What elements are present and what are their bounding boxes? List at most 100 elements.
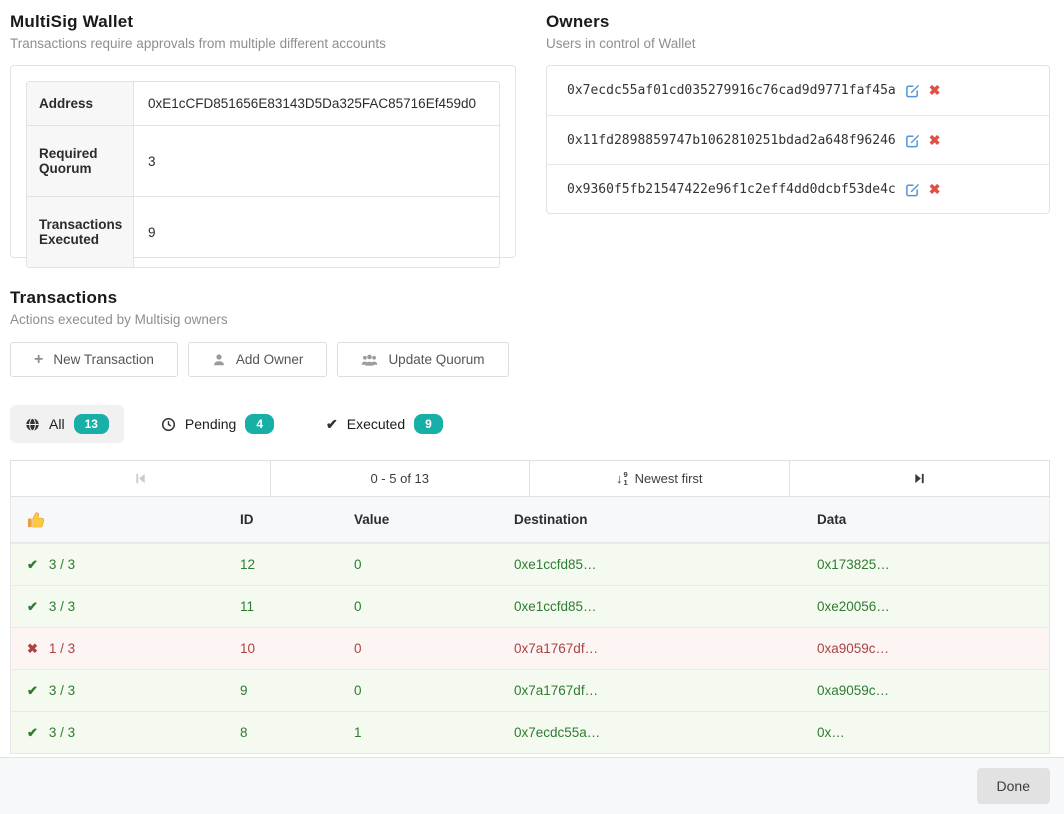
- value-cell: 0: [354, 641, 362, 656]
- tab-pending[interactable]: Pending 4: [146, 405, 289, 443]
- wallet-subtitle: Transactions require approvals from mult…: [10, 36, 386, 51]
- data-cell: 0xa9059c…: [817, 641, 890, 656]
- transaction-row[interactable]: ✖ 1 / 3 10 0 0x7a1767df… 0xa9059c…: [11, 627, 1049, 669]
- page-range: 0 - 5 of 13: [271, 461, 530, 496]
- tab-all-label: All: [49, 416, 65, 432]
- tab-executed-count-badge: 9: [414, 414, 443, 434]
- owner-row: 0x9360f5fb21547422e96f1c2eff4dd0dcbf53de…: [547, 164, 1049, 213]
- sort-label: Newest first: [634, 471, 703, 486]
- person-icon: [212, 353, 226, 367]
- transactions-executed-row: Transactions Executed 9: [27, 196, 499, 267]
- transaction-row[interactable]: ✔ 3 / 3 11 0 0xe1ccfd85… 0xe20056…: [11, 585, 1049, 627]
- plus-icon: +: [34, 350, 44, 368]
- required-quorum-label: Required Quorum: [27, 126, 134, 196]
- transactions-title: Transactions: [10, 288, 118, 307]
- owner-address: 0x7ecdc55af01cd035279916c76cad9d9771faf4…: [567, 83, 896, 98]
- status-icon: ✖: [27, 640, 38, 656]
- wallet-address-value: 0xE1cCFD851656E83143D5Da325FAC85716Ef459…: [148, 96, 476, 111]
- sort-numeric-desc-icon: ↓ 9 1: [615, 470, 628, 487]
- id-cell: 11: [240, 599, 255, 614]
- status-icon: ✔: [27, 724, 38, 740]
- confirmations-column-header: [11, 497, 224, 542]
- tab-pending-count-badge: 4: [245, 414, 274, 434]
- confirmations-cell: ✔ 3 / 3: [27, 724, 76, 741]
- data-cell: 0x…: [817, 725, 845, 740]
- destination-cell: 0xe1ccfd85…: [514, 599, 597, 614]
- value-cell: 0: [354, 683, 362, 698]
- transactions-executed-value: 9: [148, 224, 156, 240]
- id-cell: 12: [240, 557, 256, 572]
- value-column-header: Value: [354, 512, 390, 527]
- done-button[interactable]: Done: [976, 768, 1050, 804]
- destination-cell: 0x7ecdc55a…: [514, 725, 601, 740]
- update-quorum-button[interactable]: Update Quorum: [337, 342, 509, 377]
- required-quorum-value: 3: [148, 153, 156, 169]
- id-column-header: ID: [240, 512, 254, 527]
- owners-subtitle: Users in control of Wallet: [546, 36, 696, 51]
- id-cell: 9: [240, 683, 248, 698]
- destination-cell: 0x7a1767df…: [514, 641, 599, 656]
- transaction-row[interactable]: ✔ 3 / 3 9 0 0x7a1767df… 0xa9059c…: [11, 669, 1049, 711]
- transactions-table-header: ID Value Destination Data: [11, 497, 1049, 543]
- confirmations-cell: ✖ 1 / 3: [27, 640, 76, 657]
- data-cell: 0xa9059c…: [817, 683, 890, 698]
- owner-address: 0x11fd2898859747b1062810251bdad2a648f962…: [567, 132, 896, 148]
- edit-owner-icon[interactable]: [905, 133, 920, 148]
- destination-column-header: Destination: [514, 512, 588, 527]
- value-cell: 0: [354, 599, 362, 614]
- data-cell: 0x173825…: [817, 557, 890, 572]
- transaction-actions: + New Transaction Add Owner Update Quoru…: [10, 342, 1050, 377]
- wallet-address-row: Address 0xE1cCFD851656E83143D5Da325FAC85…: [27, 82, 499, 125]
- update-quorum-label: Update Quorum: [388, 352, 485, 367]
- owner-row: 0x11fd2898859747b1062810251bdad2a648f962…: [547, 115, 1049, 164]
- transactions-executed-label: Transactions Executed: [27, 197, 134, 267]
- remove-owner-icon[interactable]: ✖: [928, 131, 941, 148]
- confirmations-cell: ✔ 3 / 3: [27, 556, 76, 573]
- step-backward-icon: [134, 472, 147, 485]
- transaction-row[interactable]: ✔ 3 / 3 8 1 0x7ecdc55a… 0x…: [11, 711, 1049, 753]
- id-cell: 10: [240, 641, 256, 656]
- required-quorum-row: Required Quorum 3: [27, 125, 499, 196]
- value-cell: 0: [354, 557, 362, 572]
- tab-executed[interactable]: ✔ Executed 9: [311, 405, 458, 443]
- tab-all-count-badge: 13: [73, 414, 109, 434]
- owner-address: 0x9360f5fb21547422e96f1c2eff4dd0dcbf53de…: [567, 181, 896, 197]
- status-icon: ✔: [27, 682, 38, 698]
- multisig-wallet-page: MultiSig Wallet Transactions require app…: [10, 12, 1050, 754]
- new-transaction-button[interactable]: + New Transaction: [10, 342, 178, 377]
- edit-owner-icon[interactable]: [905, 83, 920, 98]
- paginator: 0 - 5 of 13 ↓ 9 1 Newest first: [10, 460, 1050, 497]
- dialog-footer: Done: [0, 757, 1064, 814]
- transactions-table: ID Value Destination Data ✔ 3 / 3 12 0 0x…: [10, 497, 1050, 754]
- first-page-button[interactable]: [11, 461, 271, 496]
- add-owner-label: Add Owner: [235, 352, 304, 367]
- last-page-button[interactable]: [790, 461, 1050, 496]
- status-icon: ✔: [27, 598, 38, 614]
- people-icon: [361, 353, 378, 367]
- wallet-section: MultiSig Wallet Transactions require app…: [10, 12, 516, 268]
- add-owner-button[interactable]: Add Owner: [187, 342, 328, 377]
- edit-owner-icon[interactable]: [905, 182, 920, 197]
- clock-icon: [161, 417, 176, 432]
- transaction-row[interactable]: ✔ 3 / 3 12 0 0xe1ccfd85… 0x173825…: [11, 543, 1049, 585]
- transactions-section: Transactions Actions executed by Multisi…: [10, 288, 1050, 754]
- confirmations-cell: ✔ 3 / 3: [27, 682, 76, 699]
- sort-toggle[interactable]: ↓ 9 1 Newest first: [530, 461, 790, 496]
- wallet-card: Address 0xE1cCFD851656E83143D5Da325FAC85…: [10, 65, 516, 268]
- tab-all[interactable]: All 13: [10, 405, 124, 443]
- destination-cell: 0x7a1767df…: [514, 683, 599, 698]
- owner-row: 0x7ecdc55af01cd035279916c76cad9d9771faf4…: [547, 66, 1049, 115]
- remove-owner-icon[interactable]: ✖: [928, 180, 941, 197]
- new-transaction-label: New Transaction: [53, 352, 154, 367]
- step-forward-icon: [913, 472, 926, 485]
- wallet-info-table: Address 0xE1cCFD851656E83143D5Da325FAC85…: [26, 81, 500, 268]
- transaction-tabs: All 13 Pending 4 ✔ Executed 9: [10, 405, 1050, 443]
- status-icon: ✔: [27, 556, 38, 572]
- wallet-address-label: Address: [27, 82, 134, 125]
- tab-executed-label: Executed: [346, 416, 406, 432]
- value-cell: 1: [354, 725, 362, 740]
- owners-title: Owners: [546, 12, 610, 31]
- check-icon: ✔: [326, 415, 338, 432]
- remove-owner-icon[interactable]: ✖: [928, 82, 941, 98]
- data-column-header: Data: [817, 512, 847, 527]
